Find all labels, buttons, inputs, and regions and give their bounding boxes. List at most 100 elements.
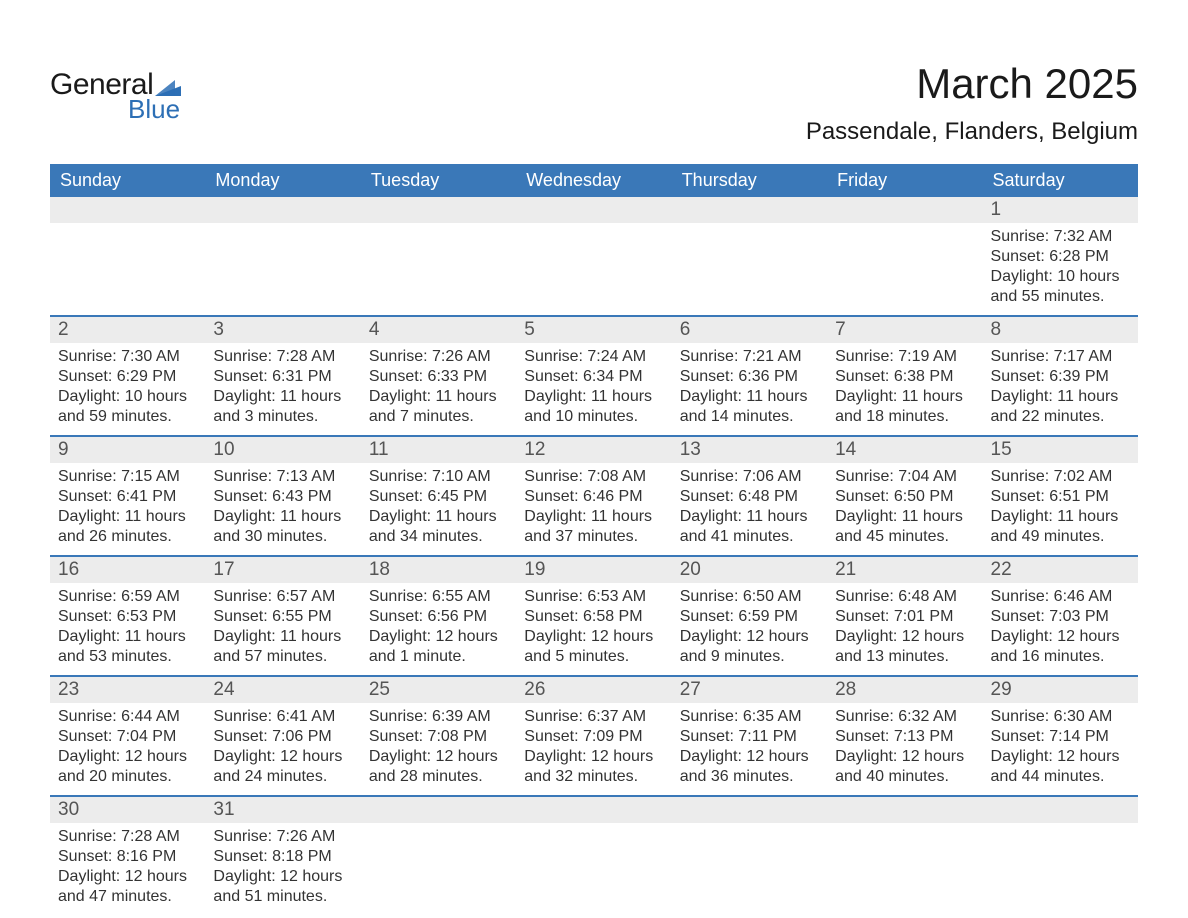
- sunset-text: Sunset: 6:45 PM: [369, 487, 508, 507]
- calendar-cell-empty: [827, 796, 982, 915]
- day-number: [672, 197, 827, 223]
- sunset-text: Sunset: 6:48 PM: [680, 487, 819, 507]
- day-body: Sunrise: 7:28 AMSunset: 8:16 PMDaylight:…: [50, 823, 205, 915]
- day-number: 15: [983, 437, 1138, 463]
- day-number: 13: [672, 437, 827, 463]
- calendar-week: 9Sunrise: 7:15 AMSunset: 6:41 PMDaylight…: [50, 436, 1138, 556]
- day-body: Sunrise: 6:57 AMSunset: 6:55 PMDaylight:…: [205, 583, 360, 675]
- day-body: Sunrise: 7:32 AMSunset: 6:28 PMDaylight:…: [983, 223, 1138, 315]
- day-body: Sunrise: 6:37 AMSunset: 7:09 PMDaylight:…: [516, 703, 671, 795]
- daylight-text: Daylight: 12 hours and 44 minutes.: [991, 747, 1130, 787]
- sunset-text: Sunset: 6:55 PM: [213, 607, 352, 627]
- day-number: [516, 197, 671, 223]
- day-body: Sunrise: 6:48 AMSunset: 7:01 PMDaylight:…: [827, 583, 982, 675]
- sunset-text: Sunset: 7:01 PM: [835, 607, 974, 627]
- day-number: 30: [50, 797, 205, 823]
- daylight-text: Daylight: 11 hours and 22 minutes.: [991, 387, 1130, 427]
- day-body: Sunrise: 6:46 AMSunset: 7:03 PMDaylight:…: [983, 583, 1138, 675]
- calendar-body: 1Sunrise: 7:32 AMSunset: 6:28 PMDaylight…: [50, 197, 1138, 915]
- calendar-cell: 31Sunrise: 7:26 AMSunset: 8:18 PMDayligh…: [205, 796, 360, 915]
- day-number: 4: [361, 317, 516, 343]
- daylight-text: Daylight: 12 hours and 40 minutes.: [835, 747, 974, 787]
- sunrise-text: Sunrise: 6:48 AM: [835, 587, 974, 607]
- day-header: Saturday: [983, 164, 1138, 197]
- daylight-text: Daylight: 11 hours and 45 minutes.: [835, 507, 974, 547]
- day-body: [205, 223, 360, 235]
- day-number: 24: [205, 677, 360, 703]
- day-body: Sunrise: 7:24 AMSunset: 6:34 PMDaylight:…: [516, 343, 671, 435]
- sunset-text: Sunset: 6:56 PM: [369, 607, 508, 627]
- calendar-cell-empty: [50, 197, 205, 316]
- sunrise-text: Sunrise: 7:02 AM: [991, 467, 1130, 487]
- day-body: Sunrise: 7:02 AMSunset: 6:51 PMDaylight:…: [983, 463, 1138, 555]
- daylight-text: Daylight: 11 hours and 18 minutes.: [835, 387, 974, 427]
- sunrise-text: Sunrise: 7:26 AM: [369, 347, 508, 367]
- day-body: [827, 823, 982, 835]
- day-number: 1: [983, 197, 1138, 223]
- day-header: Thursday: [672, 164, 827, 197]
- day-header: Tuesday: [361, 164, 516, 197]
- day-header: Monday: [205, 164, 360, 197]
- calendar-cell: 6Sunrise: 7:21 AMSunset: 6:36 PMDaylight…: [672, 316, 827, 436]
- calendar-cell: 16Sunrise: 6:59 AMSunset: 6:53 PMDayligh…: [50, 556, 205, 676]
- day-header: Sunday: [50, 164, 205, 197]
- sunset-text: Sunset: 6:34 PM: [524, 367, 663, 387]
- day-number: 2: [50, 317, 205, 343]
- sunrise-text: Sunrise: 7:08 AM: [524, 467, 663, 487]
- sunrise-text: Sunrise: 6:44 AM: [58, 707, 197, 727]
- day-number: [50, 197, 205, 223]
- day-number: [983, 797, 1138, 823]
- day-body: Sunrise: 7:06 AMSunset: 6:48 PMDaylight:…: [672, 463, 827, 555]
- sunrise-text: Sunrise: 6:59 AM: [58, 587, 197, 607]
- sunrise-text: Sunrise: 7:15 AM: [58, 467, 197, 487]
- header-row: General Blue March 2025 Passendale, Flan…: [50, 60, 1138, 146]
- calendar-head-row: SundayMondayTuesdayWednesdayThursdayFrid…: [50, 164, 1138, 197]
- day-body: Sunrise: 6:44 AMSunset: 7:04 PMDaylight:…: [50, 703, 205, 795]
- logo-word-blue: Blue: [128, 96, 181, 122]
- day-number: 11: [361, 437, 516, 463]
- calendar-week: 2Sunrise: 7:30 AMSunset: 6:29 PMDaylight…: [50, 316, 1138, 436]
- sunset-text: Sunset: 8:16 PM: [58, 847, 197, 867]
- day-body: Sunrise: 7:28 AMSunset: 6:31 PMDaylight:…: [205, 343, 360, 435]
- calendar-cell: 29Sunrise: 6:30 AMSunset: 7:14 PMDayligh…: [983, 676, 1138, 796]
- sunset-text: Sunset: 6:53 PM: [58, 607, 197, 627]
- day-number: 23: [50, 677, 205, 703]
- sunset-text: Sunset: 7:08 PM: [369, 727, 508, 747]
- calendar-cell: 17Sunrise: 6:57 AMSunset: 6:55 PMDayligh…: [205, 556, 360, 676]
- day-body: Sunrise: 7:26 AMSunset: 8:18 PMDaylight:…: [205, 823, 360, 915]
- calendar-cell: 5Sunrise: 7:24 AMSunset: 6:34 PMDaylight…: [516, 316, 671, 436]
- daylight-text: Daylight: 12 hours and 36 minutes.: [680, 747, 819, 787]
- calendar-cell-empty: [672, 796, 827, 915]
- calendar-cell-empty: [827, 197, 982, 316]
- day-body: Sunrise: 6:50 AMSunset: 6:59 PMDaylight:…: [672, 583, 827, 675]
- daylight-text: Daylight: 11 hours and 49 minutes.: [991, 507, 1130, 547]
- calendar-cell: 12Sunrise: 7:08 AMSunset: 6:46 PMDayligh…: [516, 436, 671, 556]
- sunset-text: Sunset: 6:46 PM: [524, 487, 663, 507]
- calendar-cell: 23Sunrise: 6:44 AMSunset: 7:04 PMDayligh…: [50, 676, 205, 796]
- calendar-cell: 3Sunrise: 7:28 AMSunset: 6:31 PMDaylight…: [205, 316, 360, 436]
- sunset-text: Sunset: 6:29 PM: [58, 367, 197, 387]
- day-number: 10: [205, 437, 360, 463]
- day-number: 25: [361, 677, 516, 703]
- day-number: 7: [827, 317, 982, 343]
- day-body: [50, 223, 205, 235]
- day-body: Sunrise: 7:04 AMSunset: 6:50 PMDaylight:…: [827, 463, 982, 555]
- daylight-text: Daylight: 12 hours and 24 minutes.: [213, 747, 352, 787]
- day-number: 5: [516, 317, 671, 343]
- day-body: Sunrise: 6:30 AMSunset: 7:14 PMDaylight:…: [983, 703, 1138, 795]
- calendar-cell: 21Sunrise: 6:48 AMSunset: 7:01 PMDayligh…: [827, 556, 982, 676]
- day-number: [827, 797, 982, 823]
- sunrise-text: Sunrise: 6:30 AM: [991, 707, 1130, 727]
- day-number: 16: [50, 557, 205, 583]
- day-body: Sunrise: 6:32 AMSunset: 7:13 PMDaylight:…: [827, 703, 982, 795]
- daylight-text: Daylight: 10 hours and 55 minutes.: [991, 267, 1130, 307]
- sunrise-text: Sunrise: 6:50 AM: [680, 587, 819, 607]
- day-body: [983, 823, 1138, 835]
- day-body: [672, 223, 827, 235]
- sunrise-text: Sunrise: 7:28 AM: [213, 347, 352, 367]
- day-number: 18: [361, 557, 516, 583]
- sunset-text: Sunset: 6:38 PM: [835, 367, 974, 387]
- calendar-cell-empty: [361, 796, 516, 915]
- sunrise-text: Sunrise: 6:32 AM: [835, 707, 974, 727]
- day-body: [827, 223, 982, 235]
